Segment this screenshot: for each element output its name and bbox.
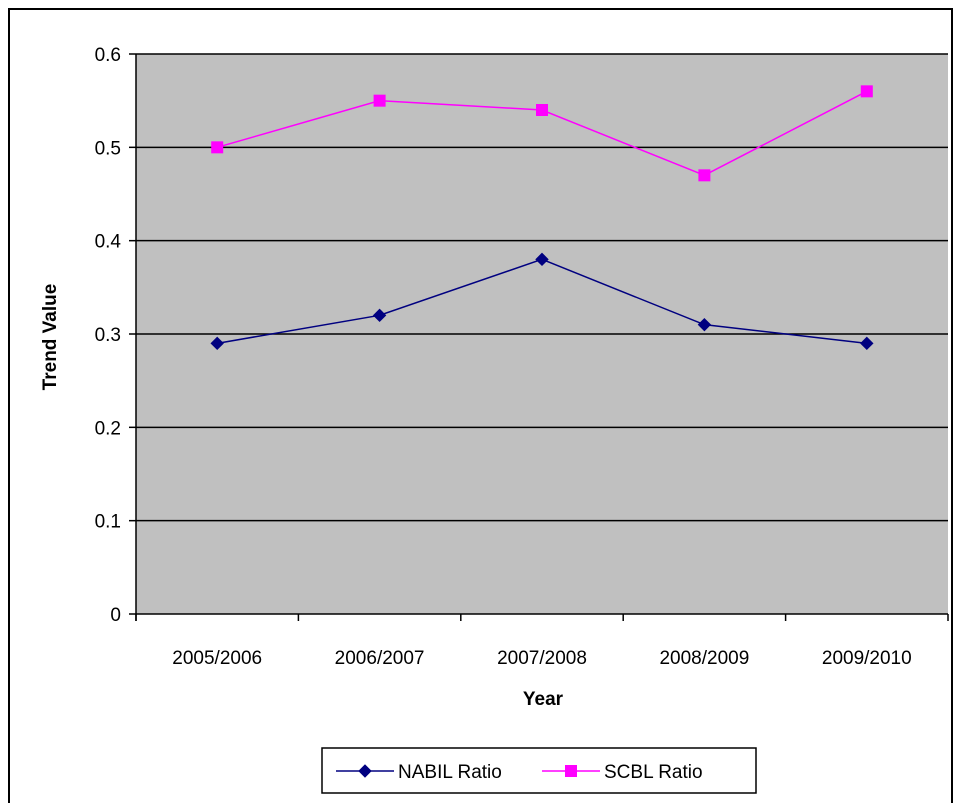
- data-point: [373, 94, 386, 107]
- y-tick-labels: 0 0.1 0.2 0.3 0.4 0.5 0.6: [95, 45, 122, 626]
- data-point: [697, 317, 712, 332]
- x-axis-title: Year: [523, 689, 564, 710]
- x-tick-label: 2006/2007: [335, 648, 425, 669]
- y-tick-label: 0.4: [95, 232, 122, 253]
- x-tick-labels: 2005/2006 2006/2007 2007/2008 2008/2009 2009…: [172, 648, 911, 669]
- x-tick-label: 2005/2006: [172, 648, 262, 669]
- legend-item: SCBL Ratio: [542, 762, 703, 783]
- data-point: [860, 336, 874, 351]
- y-axis-title: Trend Value: [40, 284, 61, 391]
- chart-frame: [8, 8, 953, 803]
- x-tick-label: 2009/2010: [822, 648, 912, 669]
- legend: NABIL Ratio SCBL Ratio: [321, 747, 757, 794]
- y-tick-label: 0.6: [95, 45, 121, 66]
- data-point: [860, 85, 873, 98]
- legend-item: NABIL Ratio: [336, 762, 502, 783]
- data-point: [211, 141, 224, 154]
- axes: [129, 53, 949, 621]
- data-point: [210, 336, 224, 351]
- legend-box: [321, 747, 757, 794]
- series-2: [211, 85, 873, 182]
- series-1: [210, 252, 874, 351]
- y-tick-label: 0.3: [95, 325, 121, 346]
- y-tick-label: 0.5: [95, 138, 121, 159]
- legend-marker: [358, 764, 372, 778]
- y-tick-label: 0.1: [95, 512, 121, 533]
- y-tick-label: 0: [110, 605, 121, 626]
- legend-label: SCBL Ratio: [604, 762, 703, 783]
- data-point: [535, 252, 549, 267]
- x-tick-label: 2008/2009: [659, 648, 749, 669]
- y-tick-label: 0.2: [95, 418, 121, 439]
- legend-label: NABIL Ratio: [398, 762, 502, 783]
- data-point: [536, 104, 548, 116]
- legend-marker: [565, 765, 577, 777]
- x-tick-label: 2007/2008: [497, 648, 587, 669]
- series-layer: [210, 85, 874, 351]
- data-point: [372, 308, 387, 323]
- data-point: [698, 169, 711, 182]
